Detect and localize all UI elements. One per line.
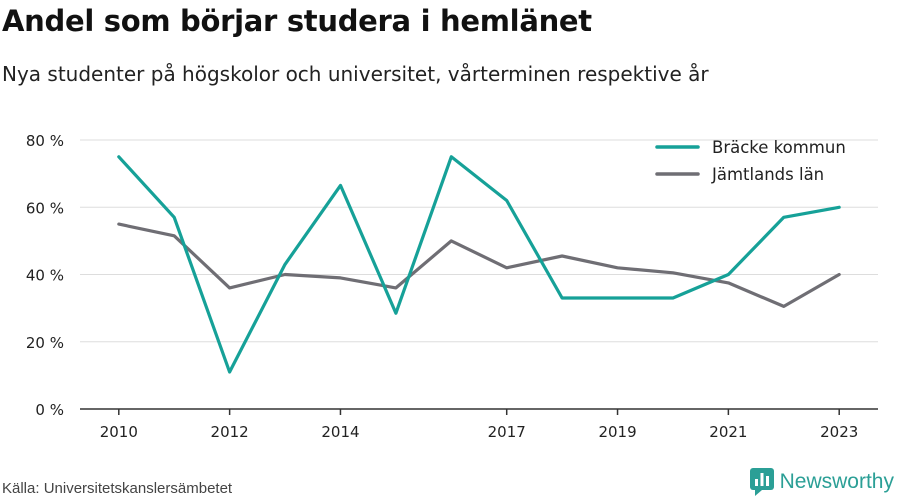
- x-tick-label: 2010: [100, 423, 138, 441]
- y-tick-label: 80 %: [26, 132, 64, 150]
- y-tick-label: 40 %: [26, 267, 64, 285]
- y-axis: 0 % 20 % 40 % 60 % 80 %: [26, 132, 64, 419]
- x-tick-label: 2014: [321, 423, 359, 441]
- legend: Bräcke kommun Jämtlands län: [655, 138, 846, 184]
- x-tick-label: 2012: [211, 423, 249, 441]
- line-chart: 0 % 20 % 40 % 60 % 80 % 2010 2012 2014 2017 2019…: [26, 132, 878, 441]
- y-tick-label: 60 %: [26, 199, 64, 217]
- gridlines: [80, 139, 878, 343]
- source-note: Källa: Universitetskanslersämbetet: [2, 480, 233, 497]
- x-tick-label: 2021: [709, 423, 747, 441]
- legend-label: Bräcke kommun: [712, 138, 846, 157]
- series-line-bräcke-kommun: [117, 155, 841, 374]
- newsworthy-logo: Newsworthy: [749, 468, 894, 496]
- chart-title: Andel som börjar studera i hemlänet: [2, 4, 592, 38]
- brand-name: Newsworthy: [779, 470, 894, 493]
- x-tick-label: 2017: [488, 423, 526, 441]
- chart-subtitle: Nya studenter på högskolor och universit…: [2, 62, 709, 86]
- x-axis: 2010 2012 2014 2017 2019 2021 2023: [80, 408, 878, 441]
- legend-label: Jämtlands län: [711, 165, 824, 184]
- series-line-jämtlands-län: [117, 222, 841, 308]
- y-tick-label: 0 %: [35, 401, 64, 419]
- x-tick-label: 2023: [820, 423, 858, 441]
- newsworthy-icon: [749, 468, 774, 496]
- series-lines: [117, 155, 841, 374]
- x-tick-label: 2019: [598, 423, 636, 441]
- y-tick-label: 20 %: [26, 334, 64, 352]
